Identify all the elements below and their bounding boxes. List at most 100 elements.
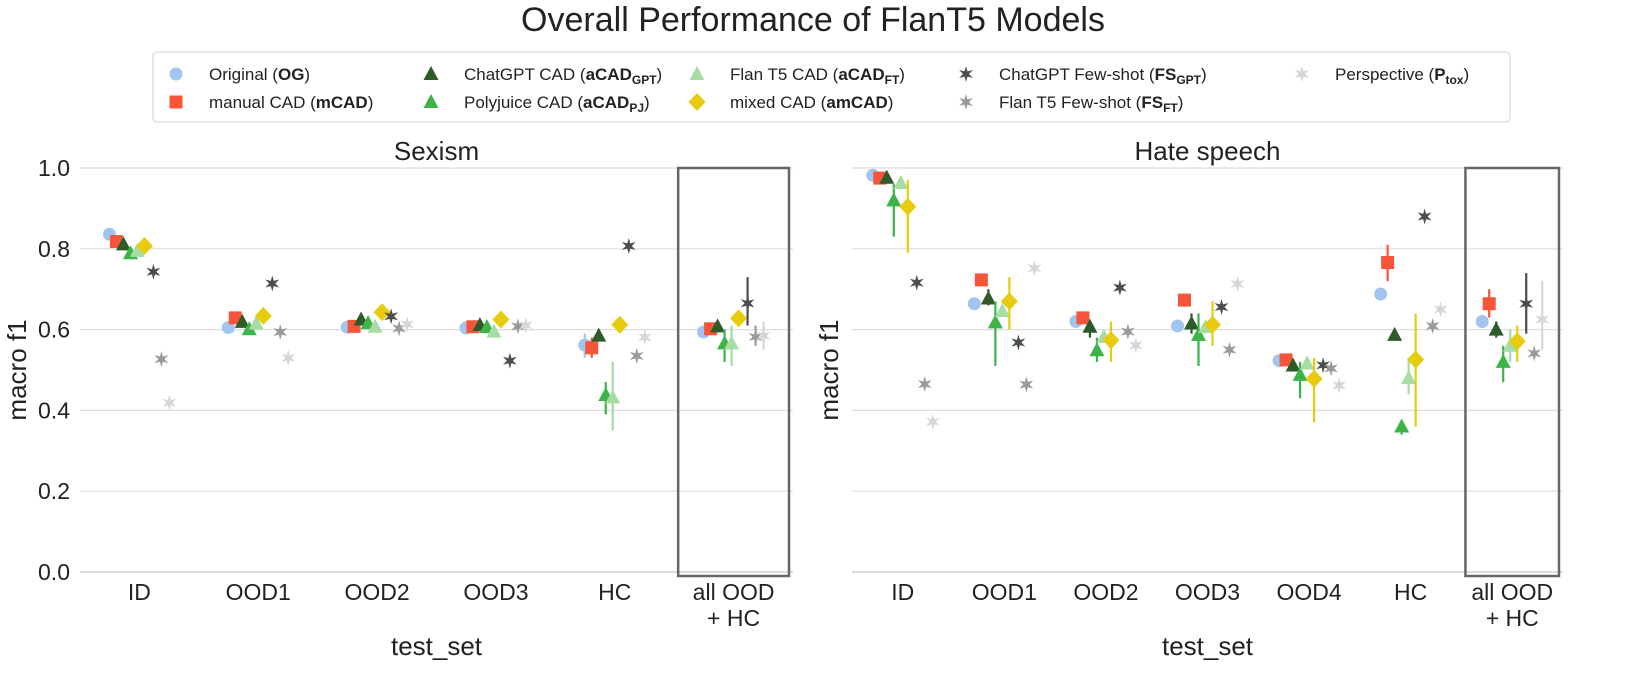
data-point [392,320,406,337]
data-point [273,324,288,340]
series-amCAD [899,180,1526,427]
legend-label: Flan T5 CAD (aCADFT) [730,65,905,87]
data-point [1285,357,1301,372]
legend-marker-circle [169,67,183,81]
data-point [241,321,257,336]
series-FSGPT [909,208,1534,374]
y-tick-label: 0.2 [38,478,70,504]
data-point [503,352,517,369]
data-point [1535,311,1550,328]
x-tick-label: ID [891,579,914,605]
data-point [254,306,272,325]
data-point [909,274,924,291]
data-point [1495,353,1511,368]
data-point [281,349,296,366]
legend-item-aCADFT: Flan T5 CAD (aCADFT) [689,65,905,87]
data-point [1204,315,1221,334]
data-point [1102,331,1120,350]
legend-frame [152,51,1511,123]
data-point [1129,337,1143,354]
data-point [899,197,917,216]
data-point [611,315,629,334]
data-point [1527,345,1542,362]
data-point [629,347,644,364]
panel-title: Sexism [394,136,479,166]
legend-marker-diamond [688,93,706,111]
series-amCAD [135,236,748,334]
data-point [1508,332,1526,351]
y-axis-label: macro f1 [814,319,844,420]
data-point [1019,376,1034,393]
x-tick-label: HC [598,579,631,605]
data-point [511,318,525,335]
series-mCAD [873,171,1496,367]
series-aCADFT [129,242,740,431]
data-point [917,376,932,393]
x-tick-label: OOD4 [1276,579,1341,605]
data-point [1121,323,1135,340]
legend-label: ChatGPT CAD (aCADGPT) [464,65,662,87]
legend-item-amCAD: mixed CAD (amCAD) [688,93,893,112]
data-point [1316,357,1330,374]
legend-item-aCADGPT: ChatGPT CAD (aCADGPT) [423,65,662,87]
legend-marker-triangle [423,66,439,80]
data-point [1425,318,1440,334]
data-point [1417,208,1432,225]
data-point [756,327,771,344]
legend-item-Ptox: Perspective (Ptox) [1295,65,1469,87]
x-tick-label: OOD1 [226,579,291,605]
highlight-box [1464,166,1561,578]
data-point [1482,297,1496,311]
panel-title: Hate speech [1135,136,1281,166]
data-point [265,275,280,292]
data-point [980,290,996,305]
legend-marker-star [959,66,973,82]
data-point [585,341,599,355]
data-point [1324,360,1338,377]
data-point [1401,370,1417,385]
y-tick-label: 0.0 [38,559,70,585]
highlight-box [676,166,791,578]
data-point [1076,311,1090,325]
legend-label: manual CAD (mCAD) [209,93,373,112]
data-point [1394,418,1410,433]
data-point [1433,301,1448,318]
legend-label: Polyjuice CAD (aCADPJ) [464,93,650,115]
legend-marker-star [959,94,973,110]
data-point [486,323,502,338]
y-tick-label: 0.4 [38,397,70,423]
data-point [1191,326,1206,341]
x-axis-label: test_set [391,631,483,661]
data-point [1089,342,1105,357]
series-Ptox [925,260,1550,430]
data-point [1519,295,1534,312]
series-FSFT [154,318,763,368]
data-point [987,314,1003,329]
data-point [367,318,383,333]
data-point [994,303,1010,318]
legend-label: ChatGPT Few-shot (FSGPT) [999,65,1207,87]
y-tick-label: 0.6 [38,317,70,343]
data-point [162,394,177,411]
data-point [129,242,145,257]
legend-label: Original (OG) [209,65,310,84]
data-point [519,317,533,334]
legend-item-FSFT: Flan T5 Few-shot (FSFT) [959,93,1183,115]
data-point [135,236,153,255]
x-tick-label: OOD2 [344,579,409,605]
data-point [1178,293,1191,307]
panel-hate-speech: Hate speech macro f1 test_set ID OOD1 OOD2 OOD… [814,136,1563,661]
data-point [1184,315,1199,330]
legend-marker-square [169,95,183,109]
data-point [1230,275,1245,292]
data-point [1027,260,1042,277]
series-FSGPT [146,238,755,369]
data-point [879,169,895,184]
data-point [621,238,636,254]
legend-label: mixed CAD (amCAD) [730,93,893,112]
data-point [146,263,161,280]
data-point [1381,256,1395,270]
figure-title: Overall Performance of FlanT5 Models [521,1,1105,39]
series-FSFT [917,318,1542,393]
